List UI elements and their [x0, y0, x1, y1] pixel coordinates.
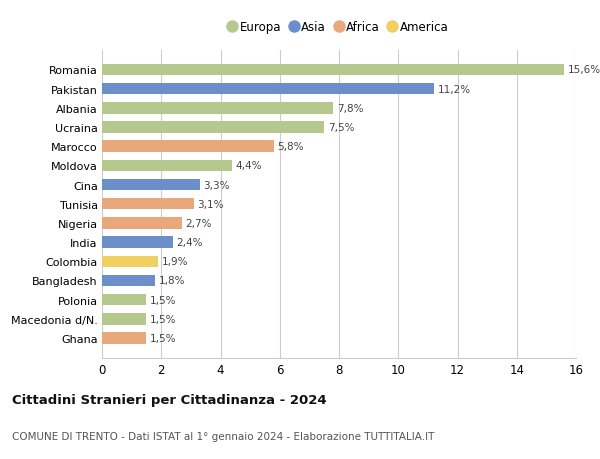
Bar — [102, 84, 434, 95]
Text: 7,8%: 7,8% — [337, 104, 363, 113]
Text: 3,1%: 3,1% — [197, 199, 224, 209]
Bar — [102, 218, 182, 229]
Text: 5,8%: 5,8% — [277, 142, 304, 152]
Text: Cittadini Stranieri per Cittadinanza - 2024: Cittadini Stranieri per Cittadinanza - 2… — [12, 393, 326, 406]
Text: 1,5%: 1,5% — [150, 314, 176, 324]
Text: 1,5%: 1,5% — [150, 333, 176, 343]
Text: 2,7%: 2,7% — [185, 218, 212, 229]
Bar — [102, 256, 158, 268]
Text: 4,4%: 4,4% — [236, 161, 262, 171]
Bar — [102, 122, 324, 134]
Bar — [102, 237, 173, 248]
Bar — [102, 160, 232, 172]
Text: 11,2%: 11,2% — [437, 84, 470, 95]
Bar — [102, 198, 194, 210]
Text: COMUNE DI TRENTO - Dati ISTAT al 1° gennaio 2024 - Elaborazione TUTTITALIA.IT: COMUNE DI TRENTO - Dati ISTAT al 1° genn… — [12, 431, 434, 441]
Text: 2,4%: 2,4% — [176, 238, 203, 247]
Bar — [102, 103, 333, 114]
Text: 7,5%: 7,5% — [328, 123, 354, 133]
Text: 1,5%: 1,5% — [150, 295, 176, 305]
Bar — [102, 275, 155, 286]
Text: 1,9%: 1,9% — [162, 257, 188, 267]
Bar — [102, 333, 146, 344]
Bar — [102, 179, 200, 191]
Text: 3,3%: 3,3% — [203, 180, 230, 190]
Bar — [102, 141, 274, 152]
Bar — [102, 313, 146, 325]
Text: 15,6%: 15,6% — [568, 65, 600, 75]
Text: 1,8%: 1,8% — [159, 276, 185, 286]
Legend: Europa, Asia, Africa, America: Europa, Asia, Africa, America — [224, 17, 454, 39]
Bar — [102, 64, 564, 76]
Bar — [102, 294, 146, 306]
